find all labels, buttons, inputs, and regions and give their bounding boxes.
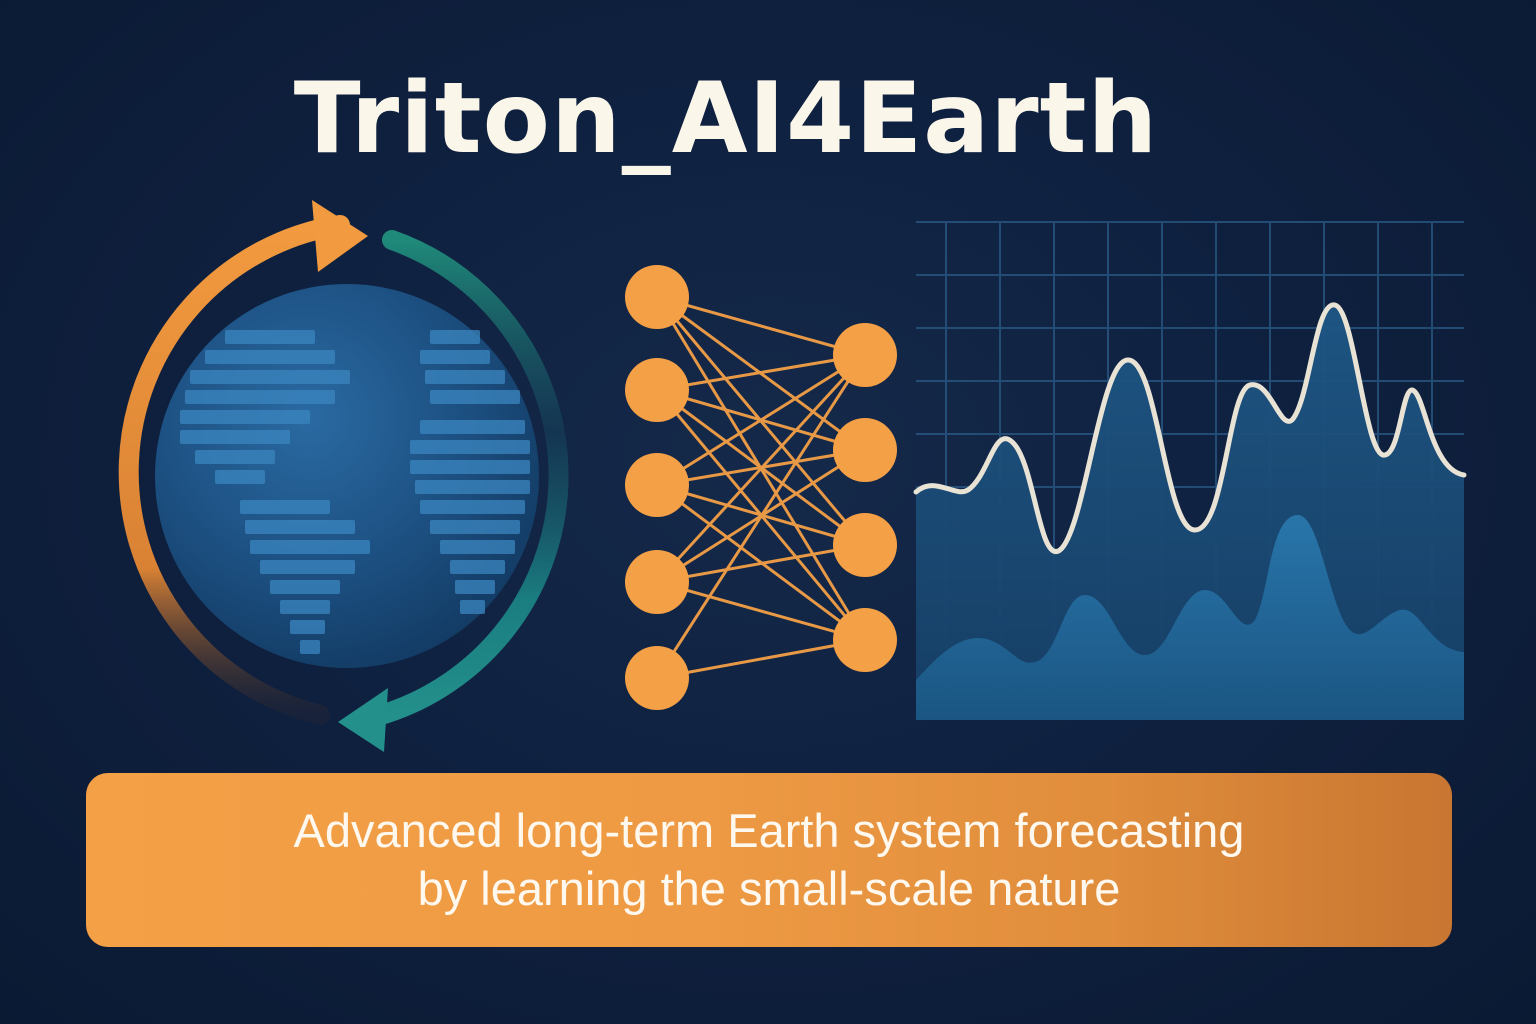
teal-cycle-arc	[360, 230, 569, 728]
tagline-line-1: Advanced long-term Earth system forecast…	[293, 804, 1245, 857]
orange-arrowhead-icon	[312, 200, 368, 272]
tagline-line-2: by learning the small-scale nature	[417, 862, 1121, 915]
orange-cycle-arc	[118, 215, 350, 725]
tagline-banner: Advanced long-term Earth system forecast…	[86, 773, 1452, 947]
network-nodes	[625, 265, 897, 710]
network-edges	[655, 295, 867, 680]
wave-chart-icon	[913, 221, 1467, 720]
continent-pixels	[180, 330, 530, 654]
neural-network-icon	[625, 265, 897, 710]
chart-line	[913, 302, 1467, 555]
teal-arrowhead-icon	[338, 688, 388, 752]
globe-group	[118, 200, 569, 752]
page-title: Triton_AI4Earth	[293, 62, 1159, 176]
chart-front-area	[916, 515, 1464, 720]
